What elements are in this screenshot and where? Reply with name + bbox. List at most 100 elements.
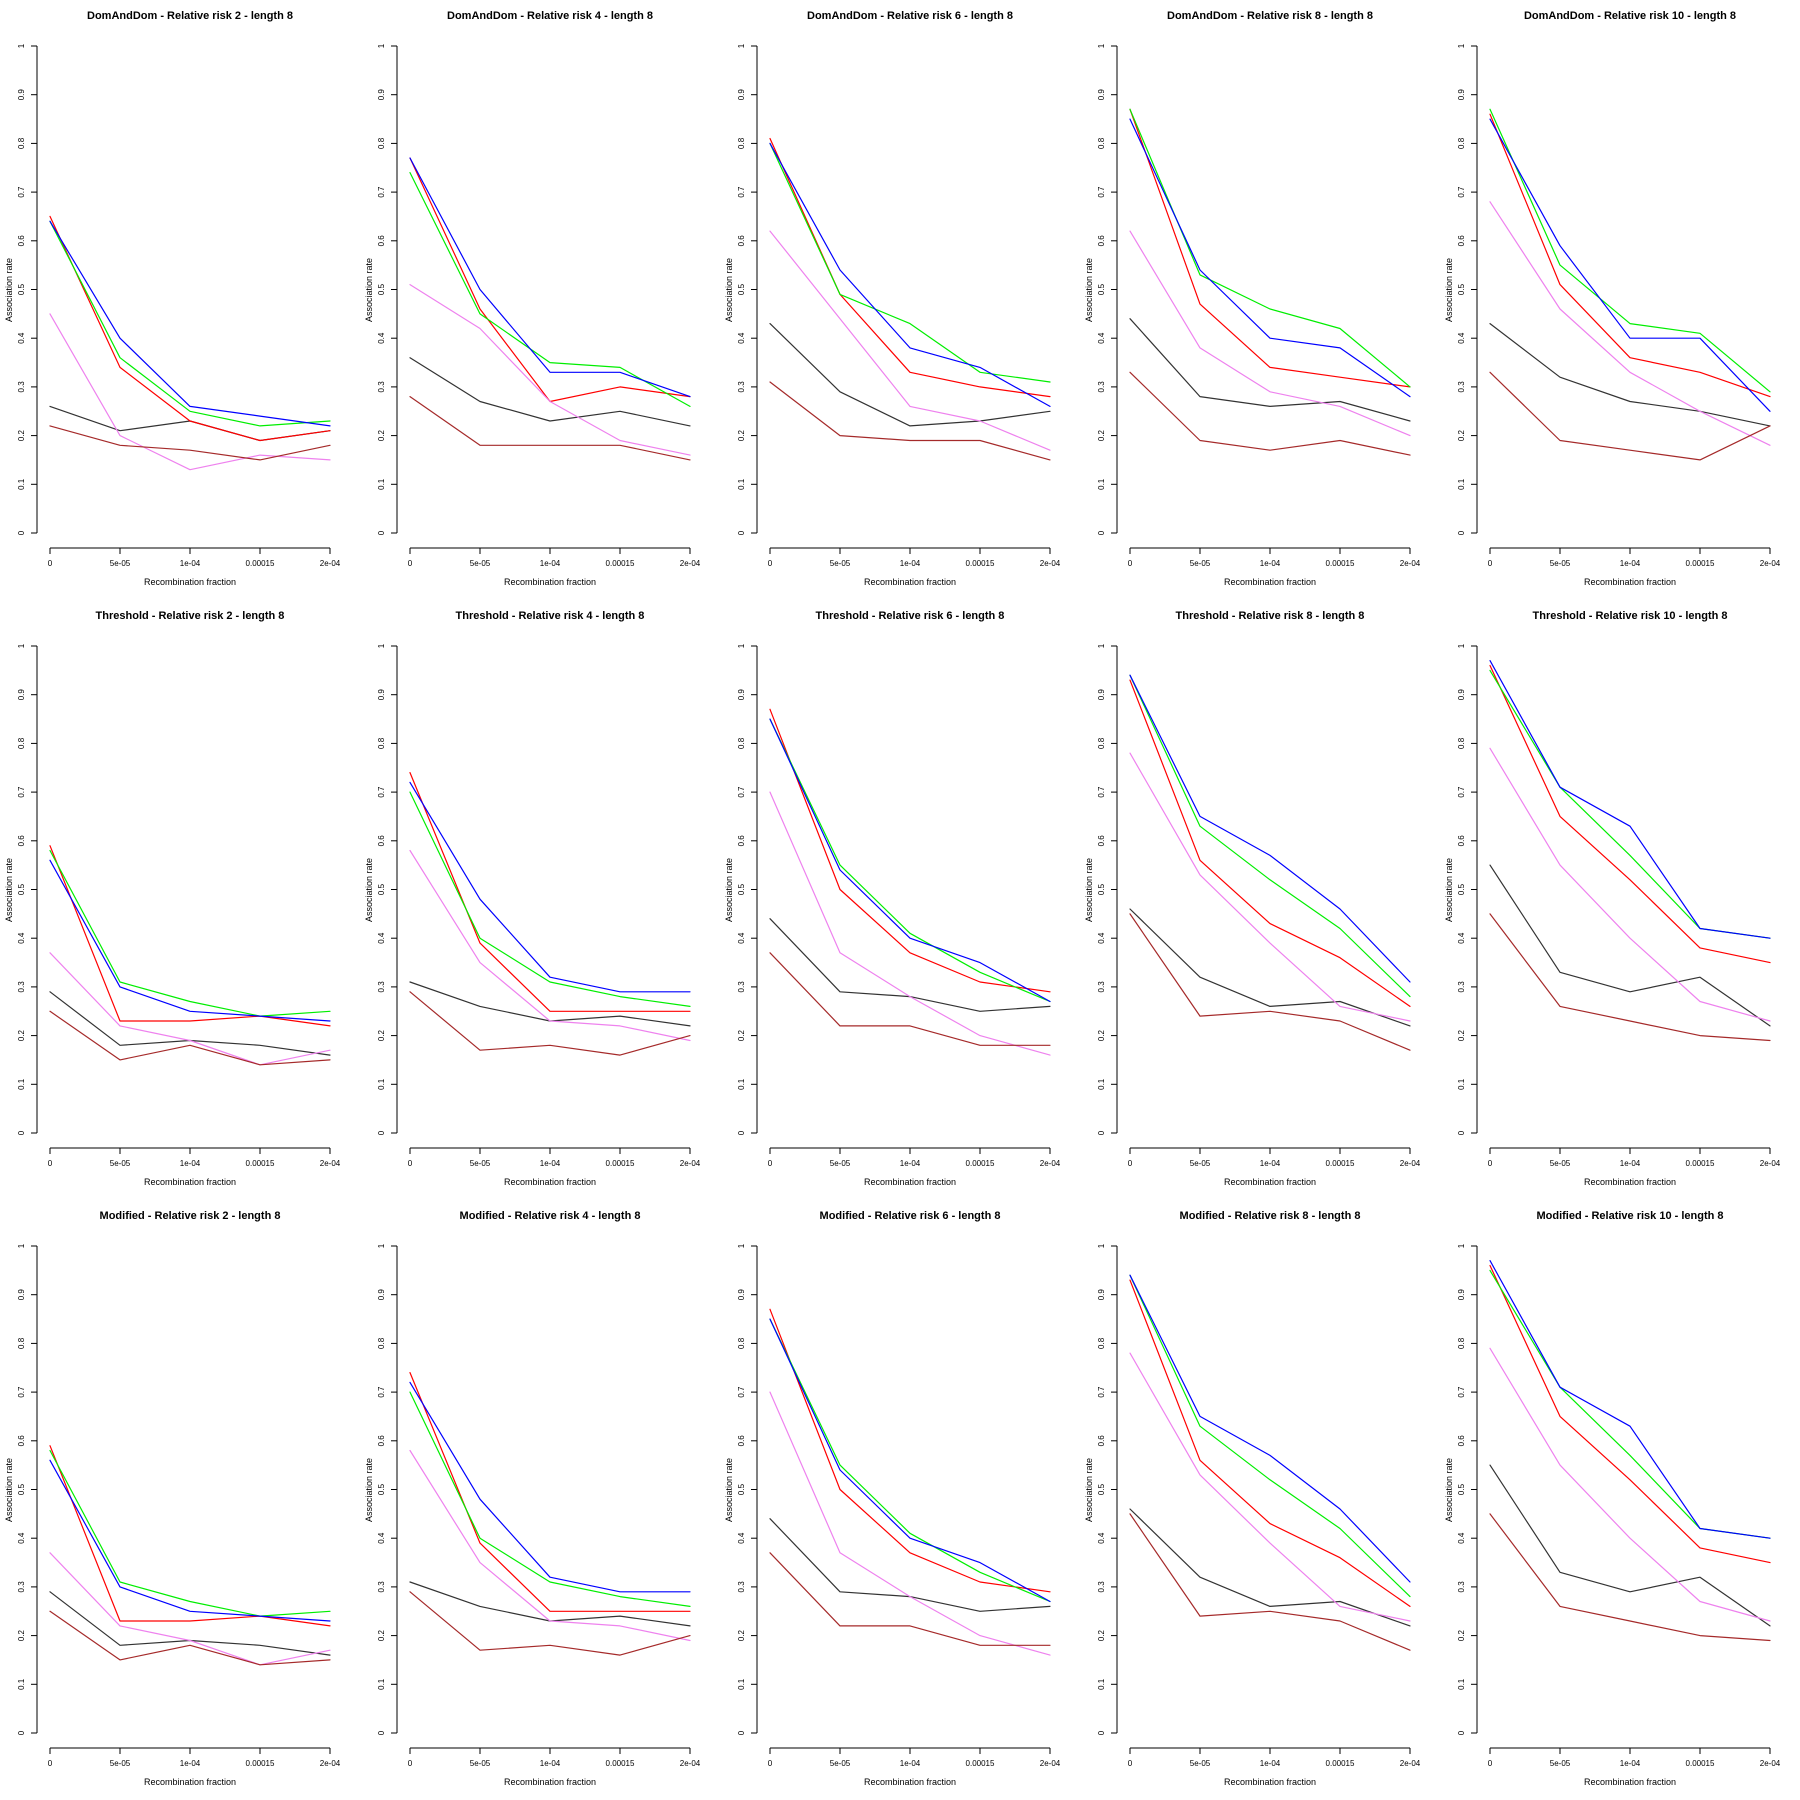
chart-canvas: DomAndDom - Relative risk 2 - length 8 0 0… <box>4 10 341 587</box>
chart-canvas: Threshold - Relative risk 2 - length 8 0 0… <box>4 610 341 1187</box>
y-tick-label: 0.4 <box>1097 1532 1106 1544</box>
y-tick-label: 0.4 <box>1457 332 1466 344</box>
x-axis-label: Recombination fraction <box>504 577 596 587</box>
chart-canvas: DomAndDom - Relative risk 4 - length 8 0 0… <box>364 10 701 587</box>
chart-title: DomAndDom - Relative risk 6 - length 8 <box>807 10 1013 22</box>
x-tick-label: 0.00015 <box>606 1759 635 1768</box>
x-tick-label: 1e-04 <box>1620 1759 1641 1768</box>
series-line-brown <box>1129 1513 1411 1651</box>
x-tick-label: 2e-04 <box>1040 559 1061 568</box>
series-line-blue <box>1129 118 1411 398</box>
chart-canvas: DomAndDom - Relative risk 10 - length 8 0… <box>1444 10 1781 587</box>
y-tick-label: 0 <box>17 1130 26 1135</box>
y-tick-label: 0.8 <box>1457 1337 1466 1349</box>
series-line-blue <box>49 1459 331 1622</box>
series-line-red <box>49 845 331 1027</box>
series-line-green <box>1129 674 1411 998</box>
y-tick-label: 1 <box>737 1243 746 1248</box>
x-tick-label: 5e-05 <box>1550 1159 1571 1168</box>
y-tick-label: 0.8 <box>17 137 26 149</box>
x-tick-label: 0.00015 <box>1686 1159 1715 1168</box>
x-tick-label: 0.00015 <box>1326 1159 1355 1168</box>
chart-title: Threshold - Relative risk 4 - length 8 <box>456 610 645 622</box>
series-line-black <box>769 323 1051 427</box>
y-axis-label: Association rate <box>724 1458 734 1522</box>
series-line-red <box>49 215 331 442</box>
y-tick-label: 0.4 <box>17 932 26 944</box>
y-axis-label: Association rate <box>1444 1458 1454 1522</box>
x-axis-label: Recombination fraction <box>144 1777 236 1787</box>
y-tick-label: 0 <box>17 1730 26 1735</box>
y-axis-label: Association rate <box>1084 858 1094 922</box>
x-tick-label: 1e-04 <box>1260 559 1281 568</box>
y-tick-label: 0.3 <box>1457 1581 1466 1593</box>
x-axis-label: Recombination fraction <box>1224 1177 1316 1187</box>
x-tick-label: 5e-05 <box>1550 559 1571 568</box>
chart-cell: Modified - Relative risk 6 - length 8 0 0.… <box>720 1200 1080 1800</box>
x-tick-label: 0 <box>1128 1759 1133 1768</box>
y-tick-label: 0.9 <box>1097 89 1106 101</box>
x-axis-label: Recombination fraction <box>144 1177 236 1187</box>
y-tick-label: 0.4 <box>1457 932 1466 944</box>
y-axis-label: Association rate <box>364 258 374 322</box>
x-axis-label: Recombination fraction <box>1224 577 1316 587</box>
x-tick-label: 5e-05 <box>470 1759 491 1768</box>
series-line-red <box>49 1445 331 1627</box>
series-line-violet <box>769 1391 1051 1656</box>
x-tick-label: 0.00015 <box>1686 559 1715 568</box>
series-line-violet <box>1129 752 1411 1022</box>
y-tick-label: 0.9 <box>737 1289 746 1301</box>
x-tick-label: 5e-05 <box>110 559 131 568</box>
y-tick-label: 0.7 <box>1457 1386 1466 1398</box>
x-tick-label: 0 <box>1488 1159 1493 1168</box>
series-line-brown <box>1129 371 1411 456</box>
x-tick-label: 0 <box>1128 1159 1133 1168</box>
y-tick-label: 0.2 <box>17 1029 26 1041</box>
x-tick-label: 1e-04 <box>900 1759 921 1768</box>
y-tick-label: 1 <box>17 1243 26 1248</box>
series-line-black <box>1129 1508 1411 1627</box>
chart-cell: Modified - Relative risk 10 - length 8 0 0… <box>1440 1200 1800 1800</box>
y-tick-label: 0.7 <box>1457 186 1466 198</box>
y-tick-label: 0.6 <box>1457 235 1466 247</box>
x-tick-label: 1e-04 <box>900 1159 921 1168</box>
chart-title: Modified - Relative risk 10 - length 8 <box>1536 1210 1723 1222</box>
x-axis-label: Recombination fraction <box>864 1177 956 1187</box>
x-axis-label: Recombination fraction <box>864 577 956 587</box>
series-line-violet <box>769 791 1051 1056</box>
y-tick-label: 0.8 <box>1097 737 1106 749</box>
y-tick-label: 0.3 <box>377 981 386 993</box>
y-tick-label: 0.1 <box>17 1078 26 1090</box>
y-axis-label: Association rate <box>364 858 374 922</box>
y-tick-label: 0.9 <box>737 89 746 101</box>
y-tick-label: 0.2 <box>737 429 746 441</box>
y-tick-label: 0.8 <box>1457 137 1466 149</box>
series-line-blue <box>769 718 1051 1003</box>
y-tick-label: 0.7 <box>377 186 386 198</box>
series-line-violet <box>49 952 331 1066</box>
x-tick-label: 0.00015 <box>966 1759 995 1768</box>
y-tick-label: 0.4 <box>1097 332 1106 344</box>
y-tick-label: 0.5 <box>17 883 26 895</box>
chart-title: Modified - Relative risk 2 - length 8 <box>100 1210 281 1222</box>
y-tick-label: 0.8 <box>17 737 26 749</box>
y-tick-label: 0.2 <box>377 429 386 441</box>
y-tick-label: 0.6 <box>737 235 746 247</box>
y-tick-label: 1 <box>1457 643 1466 648</box>
y-tick-label: 0.6 <box>737 1435 746 1447</box>
x-axis-label: Recombination fraction <box>504 1777 596 1787</box>
chart-cell: Modified - Relative risk 2 - length 8 0 0.… <box>0 1200 360 1800</box>
y-tick-label: 0.4 <box>1097 932 1106 944</box>
y-tick-label: 0.7 <box>377 1386 386 1398</box>
y-tick-label: 0.5 <box>1097 1483 1106 1495</box>
series-line-green <box>769 1318 1051 1603</box>
y-tick-label: 0 <box>737 1130 746 1135</box>
y-tick-label: 0.5 <box>1457 1483 1466 1495</box>
x-tick-label: 5e-05 <box>1190 1759 1211 1768</box>
y-tick-label: 0.7 <box>1097 1386 1106 1398</box>
series-line-black <box>1129 908 1411 1027</box>
chart-title: Threshold - Relative risk 10 - length 8 <box>1533 610 1728 622</box>
x-tick-label: 1e-04 <box>1260 1159 1281 1168</box>
y-tick-label: 1 <box>17 43 26 48</box>
